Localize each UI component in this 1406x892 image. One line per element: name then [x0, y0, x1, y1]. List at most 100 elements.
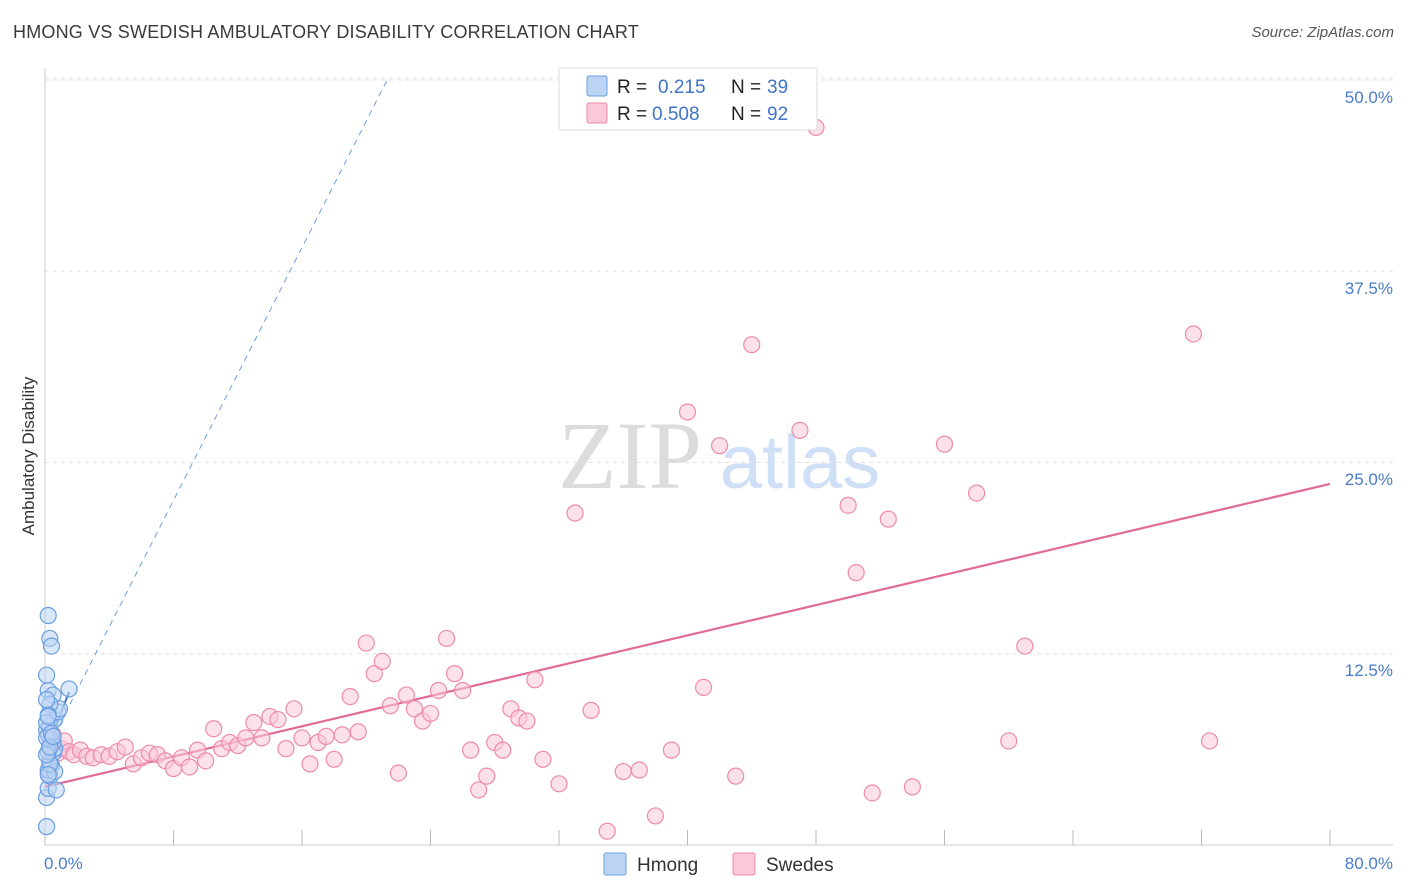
swedes-point-39 [325, 750, 343, 768]
swedes-point-86 [935, 435, 954, 453]
swedes-point-68 [582, 701, 600, 719]
swedes-point-81 [839, 496, 857, 514]
swedes-point-23 [197, 752, 215, 770]
legend-r-label-swedes: R = [617, 104, 647, 125]
swedes-point-58 [478, 767, 496, 785]
x-tick-max: 80.0% [1345, 854, 1393, 873]
hmong-point-33 [39, 766, 57, 784]
y-tick-labels: 12.5% 25.0% 37.5% 50.0% [1345, 88, 1393, 680]
swedes-point-40 [333, 726, 351, 744]
swedes-point-45 [373, 652, 391, 671]
swedes-point-35 [293, 729, 311, 747]
swedes-point-48 [397, 686, 416, 704]
swedes-point-21 [180, 758, 199, 776]
hmong-point-0 [38, 818, 56, 836]
hmong-points [38, 606, 78, 836]
swedes-point-64 [526, 671, 544, 689]
swedes-point-69 [598, 822, 616, 840]
bottom-legend-hmong: Hmong [637, 855, 698, 876]
swedes-point-49 [405, 700, 424, 718]
swedes-point-41 [341, 687, 359, 706]
chart-title: HMONG VS SWEDISH AMBULATORY DISABILITY C… [13, 22, 639, 42]
legend-box: R = 0.215 N = 39 R = 0.508 N = 92 [558, 67, 818, 131]
hmong-point-21 [39, 606, 57, 625]
legend-swatch-hmong [586, 75, 608, 97]
hmong-point-28 [47, 781, 65, 799]
swedes-point-13 [116, 738, 134, 756]
swedes-point-56 [462, 741, 480, 759]
hmong-point-17 [60, 680, 78, 698]
swedes-point-52 [429, 681, 448, 700]
legend-n-label-swedes: N = [731, 104, 761, 125]
bottom-legend-swatch-swedes [732, 852, 756, 876]
y-axis-label: Ambulatory Disability [19, 376, 38, 535]
swedes-point-87 [968, 484, 986, 502]
swedes-point-71 [630, 761, 648, 779]
swedes-point-67 [566, 504, 584, 522]
swedes-point-74 [678, 403, 697, 421]
watermark-zip: ZIP [558, 402, 702, 509]
swedes-point-54 [445, 665, 464, 683]
swedes-point-44 [365, 665, 383, 683]
swedes-point-65 [534, 750, 552, 768]
swedes-points [41, 118, 1219, 840]
swedes-point-88 [1000, 732, 1018, 750]
y-tick-label-0: 12.5% [1345, 661, 1393, 680]
swedes-point-24 [205, 720, 223, 738]
legend-n-value-swedes: 92 [767, 104, 788, 125]
swedes-point-55 [454, 681, 472, 700]
swedes-point-72 [646, 807, 664, 825]
swedes-point-78 [743, 336, 761, 354]
swedes-point-36 [301, 755, 319, 773]
swedes-point-73 [662, 741, 681, 759]
swedes-point-76 [711, 437, 729, 455]
swedes-point-32 [269, 710, 287, 729]
swedes-point-82 [847, 564, 865, 582]
x-tick-min: 0.0% [44, 854, 83, 873]
swedes-point-30 [253, 729, 271, 747]
swedes-point-34 [285, 700, 303, 718]
swedes-point-57 [470, 781, 488, 799]
swedes-point-70 [614, 762, 632, 781]
swedes-point-85 [903, 778, 921, 796]
swedes-point-43 [357, 634, 375, 652]
swedes-point-75 [694, 678, 713, 697]
legend-n-label-hmong: N = [731, 77, 761, 98]
swedes-point-89 [1016, 637, 1034, 655]
hmong-point-22 [42, 637, 61, 655]
legend-r-value-hmong: 0.215 [658, 77, 706, 98]
swedes-point-28 [237, 729, 255, 747]
chart-source: Source: ZipAtlas.com [1251, 24, 1394, 41]
swedes-point-38 [317, 727, 335, 745]
bottom-legend-swatch-hmong [603, 852, 627, 876]
swedes-point-90 [1184, 325, 1203, 343]
legend-r-label-hmong: R = [617, 77, 647, 98]
y-tick-label-3: 50.0% [1345, 88, 1393, 107]
swedes-point-47 [389, 764, 407, 782]
swedes-point-63 [518, 712, 536, 730]
y-tick-label-1: 25.0% [1345, 470, 1393, 489]
hmong-point-37 [39, 707, 57, 726]
swedes-point-42 [349, 723, 367, 741]
swedes-point-91 [1200, 732, 1219, 750]
swedes-point-51 [421, 704, 440, 723]
swedes-point-66 [550, 775, 568, 793]
swedes-point-29 [245, 713, 263, 732]
grid-lines [45, 77, 1393, 655]
legend-r-value-swedes: 0.508 [652, 104, 700, 125]
hmong-point-36 [44, 727, 62, 745]
y-tick-label-2: 37.5% [1345, 279, 1393, 298]
legend-n-value-hmong: 39 [767, 77, 788, 98]
swedes-point-77 [727, 767, 745, 785]
bottom-legend: Hmong Swedes [603, 852, 834, 876]
swedes-point-79 [791, 421, 809, 439]
hmong-point-38 [38, 691, 56, 709]
swedes-point-84 [879, 510, 897, 528]
swedes-point-46 [381, 697, 399, 715]
swedes-point-83 [863, 784, 881, 802]
bottom-legend-swedes: Swedes [766, 855, 834, 876]
swedes-point-60 [494, 741, 512, 759]
hmong-point-19 [38, 666, 56, 684]
hmong-trend-extended [44, 79, 388, 754]
